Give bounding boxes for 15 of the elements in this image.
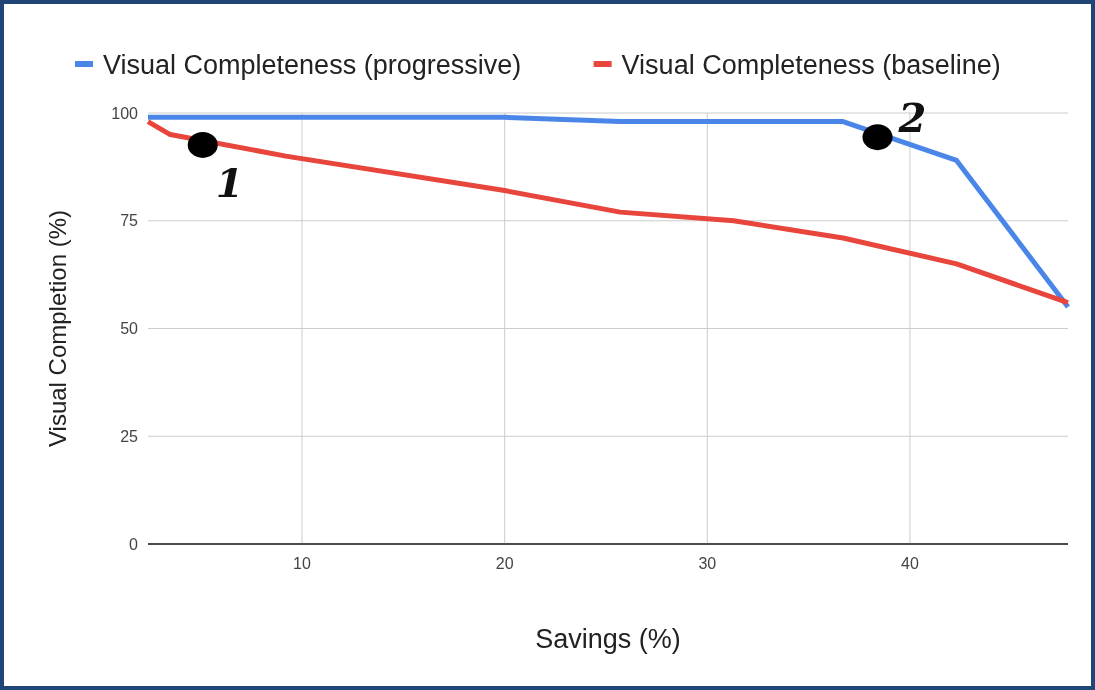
x-tick-label: 10 bbox=[293, 555, 312, 572]
annotation: 2 bbox=[897, 94, 927, 142]
y-tick-label: 100 bbox=[111, 104, 139, 122]
y-tick-label: 50 bbox=[120, 320, 139, 338]
y-tick-label: 0 bbox=[129, 535, 139, 553]
legend-label: Visual Completeness (baseline) bbox=[621, 50, 1001, 80]
legend-label: Visual Completeness (progressive) bbox=[103, 50, 522, 80]
y-tick-label: 75 bbox=[120, 212, 139, 230]
y-tick-label: 25 bbox=[120, 427, 139, 445]
x-tick-label: 40 bbox=[901, 555, 919, 572]
annotation: 1 bbox=[215, 158, 244, 206]
x-tick-label: 30 bbox=[698, 555, 717, 572]
y-axis-title: Visual Completion (%) bbox=[44, 210, 71, 447]
x-axis-title: Savings (%) bbox=[535, 624, 681, 654]
x-tick-label: 20 bbox=[495, 555, 514, 572]
